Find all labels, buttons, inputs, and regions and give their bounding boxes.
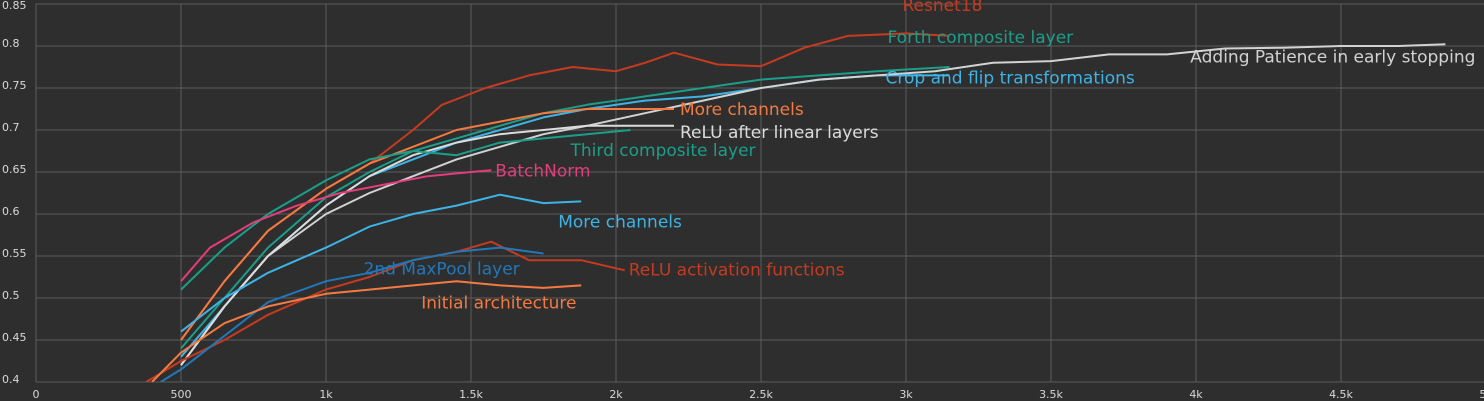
- series-label: More channels: [680, 100, 804, 120]
- series-label: 2nd MaxPool layer: [364, 259, 520, 279]
- series-line: [180, 66, 950, 350]
- x-tick-label: 500: [171, 388, 192, 401]
- series-line: [180, 129, 631, 291]
- series-line: [180, 169, 492, 282]
- x-tick-label: 1k: [319, 388, 333, 401]
- labels: Resnet18 Forth composite layer Crop and fl…: [364, 0, 1476, 313]
- x-tick-label: 2.5k: [749, 388, 773, 401]
- y-tick-label: 0.75: [2, 79, 27, 92]
- y-tick-label: 0.4: [2, 373, 20, 386]
- series-label: Resnet18: [903, 0, 983, 16]
- series-line: [145, 240, 625, 382]
- series-label: ReLU activation functions: [629, 260, 845, 280]
- series-line: [180, 43, 1446, 366]
- y-tick-label: 0.65: [2, 163, 27, 176]
- x-tick-label: 1.5k: [459, 388, 483, 401]
- y-tick-label: 0.45: [2, 331, 27, 344]
- x-tick-label: 3.5k: [1039, 388, 1063, 401]
- y-tick-label: 0.8: [2, 37, 20, 50]
- series-label: Initial architecture: [421, 293, 576, 313]
- x-tick-label: 3k: [899, 388, 913, 401]
- plot-area: [145, 32, 1446, 382]
- x-tick-label: 4k: [1189, 388, 1203, 401]
- series-label: Crop and flip transformations: [886, 68, 1135, 88]
- series-label: More channels: [558, 212, 682, 232]
- x-tick-label: 2k: [609, 388, 623, 401]
- series-line: [151, 280, 582, 382]
- y-tick-label: 0.55: [2, 247, 27, 260]
- series-line: [180, 124, 674, 366]
- series-label: Adding Patience in early stopping: [1190, 47, 1475, 67]
- series-label: Forth composite layer: [888, 28, 1074, 48]
- x-tick-label: 4.5k: [1329, 388, 1353, 401]
- x-tick-label: 5k: [1479, 388, 1484, 401]
- y-tick-label: 0.5: [2, 289, 20, 302]
- x-tick-label: 0: [33, 388, 40, 401]
- series-label: BatchNorm: [495, 161, 590, 181]
- series-label: Third composite layer: [570, 141, 756, 161]
- series-label: ReLU after linear layers: [680, 123, 879, 143]
- y-tick-label: 0.85: [2, 0, 27, 12]
- y-tick-label: 0.6: [2, 205, 20, 218]
- series-line: [160, 246, 544, 382]
- y-tick-label: 0.7: [2, 121, 20, 134]
- series-line: [180, 193, 582, 333]
- series-line: [180, 108, 674, 341]
